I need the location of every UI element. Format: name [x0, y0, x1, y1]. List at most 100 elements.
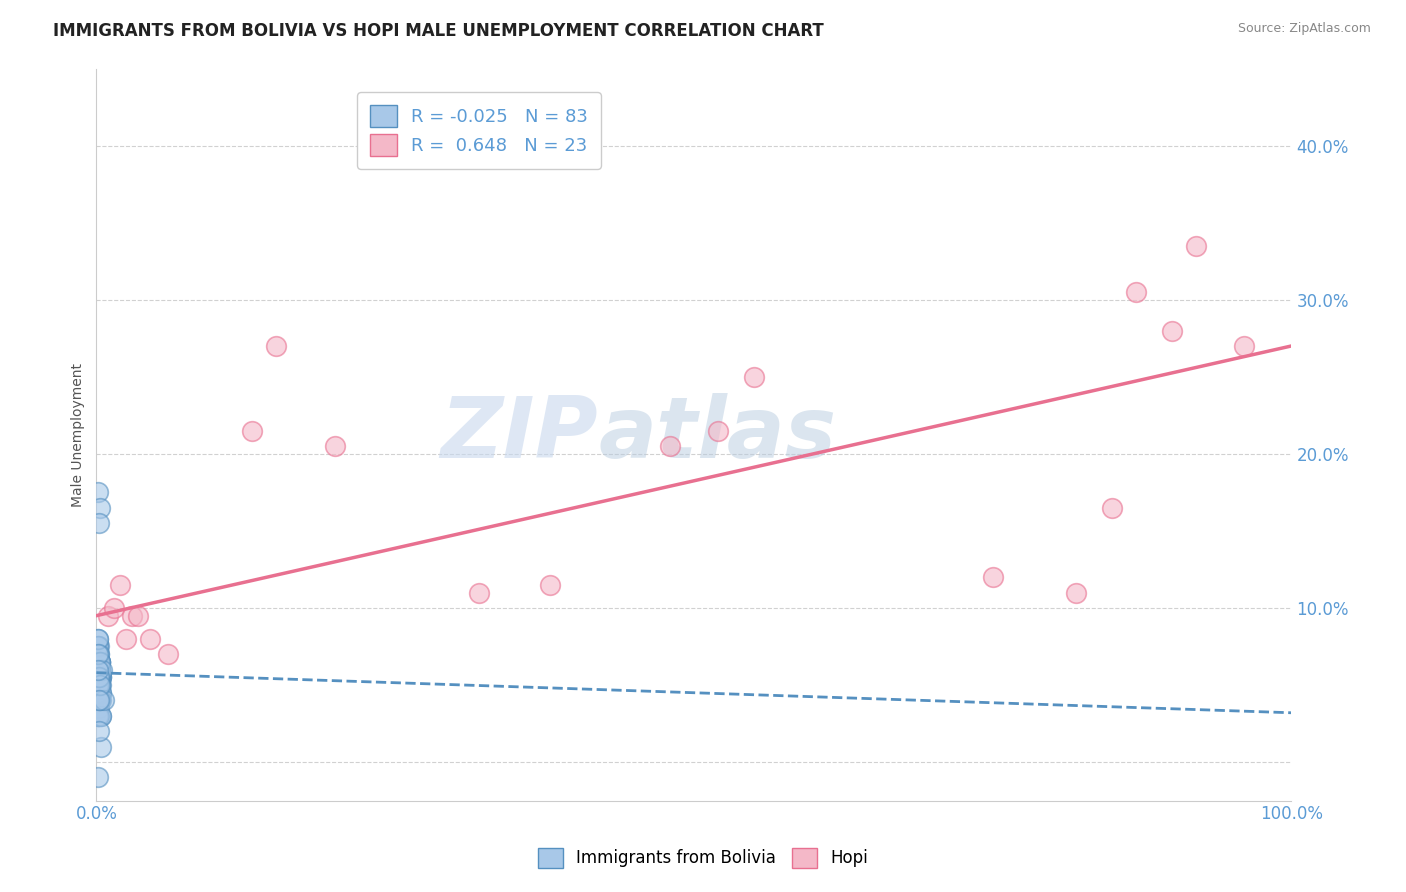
Point [90, 686, 112, 700]
Point [139, 632, 162, 646]
Point [89, 655, 111, 669]
Point [1066, 585, 1088, 599]
Point [127, 608, 149, 623]
Point [87, 686, 110, 700]
Point [89, 693, 111, 707]
Point [707, 424, 730, 438]
Point [87, 640, 110, 654]
Point [87, 678, 110, 692]
Point [87, 686, 110, 700]
Point [86, 693, 108, 707]
Point [89, 670, 111, 684]
Point [90, 709, 112, 723]
Point [89, 670, 111, 684]
Point [86, 640, 108, 654]
Point [325, 439, 347, 453]
Point [86, 647, 108, 661]
Point [87, 647, 110, 661]
Point [86, 632, 108, 646]
Point [90, 670, 112, 684]
Point [90, 739, 112, 754]
Point [87, 663, 110, 677]
Point [86, 670, 108, 684]
Point [86, 709, 108, 723]
Point [90, 686, 112, 700]
Point [90, 678, 112, 692]
Point [86, 647, 108, 661]
Point [86, 670, 108, 684]
Point [1125, 285, 1147, 299]
Point [89, 663, 111, 677]
Point [86, 693, 108, 707]
Point [87, 693, 110, 707]
Point [87, 670, 110, 684]
Point [89, 655, 111, 669]
Point [89, 663, 111, 677]
Point [86, 670, 108, 684]
Point [87, 663, 110, 677]
Point [86, 663, 108, 677]
Point [468, 585, 491, 599]
Point [86, 655, 108, 669]
Point [87, 693, 110, 707]
Point [240, 424, 263, 438]
Point [89, 663, 111, 677]
Point [87, 647, 110, 661]
Point [157, 647, 180, 661]
Point [89, 500, 111, 515]
Text: ZIP: ZIP [440, 393, 599, 476]
Point [87, 709, 110, 723]
Point [97, 608, 120, 623]
Point [90, 670, 112, 684]
Point [86, 771, 108, 785]
Point [87, 693, 110, 707]
Point [87, 655, 110, 669]
Point [91, 663, 114, 677]
Point [1233, 339, 1256, 353]
Point [86, 693, 108, 707]
Point [110, 578, 132, 592]
Point [89, 678, 111, 692]
Point [87, 701, 110, 715]
Point [89, 655, 111, 669]
Point [86, 709, 108, 723]
Point [87, 670, 110, 684]
Point [87, 678, 110, 692]
Point [264, 339, 287, 353]
Point [1161, 324, 1184, 338]
Point [90, 693, 112, 707]
Point [90, 670, 112, 684]
Point [89, 655, 111, 669]
Point [86, 632, 108, 646]
Legend: R = -0.025   N = 83, R =  0.648   N = 23: R = -0.025 N = 83, R = 0.648 N = 23 [357, 92, 600, 169]
Point [87, 678, 110, 692]
Point [86, 709, 108, 723]
Point [1185, 239, 1208, 253]
Point [540, 578, 562, 592]
Point [86, 640, 108, 654]
Point [981, 570, 1004, 584]
Point [89, 678, 111, 692]
Point [87, 693, 110, 707]
Point [659, 439, 682, 453]
Point [87, 724, 110, 739]
Point [86, 693, 108, 707]
Text: Source: ZipAtlas.com: Source: ZipAtlas.com [1237, 22, 1371, 36]
Text: atlas: atlas [599, 393, 837, 476]
Point [86, 678, 108, 692]
Point [87, 678, 110, 692]
Point [121, 608, 143, 623]
Y-axis label: Male Unemployment: Male Unemployment [72, 362, 86, 507]
Point [86, 670, 108, 684]
Point [87, 670, 110, 684]
Point [90, 709, 112, 723]
Point [115, 632, 138, 646]
Point [89, 663, 111, 677]
Point [742, 369, 765, 384]
Point [89, 670, 111, 684]
Point [87, 670, 110, 684]
Point [103, 601, 125, 615]
Point [86, 678, 108, 692]
Text: IMMIGRANTS FROM BOLIVIA VS HOPI MALE UNEMPLOYMENT CORRELATION CHART: IMMIGRANTS FROM BOLIVIA VS HOPI MALE UNE… [53, 22, 824, 40]
Point [89, 678, 111, 692]
